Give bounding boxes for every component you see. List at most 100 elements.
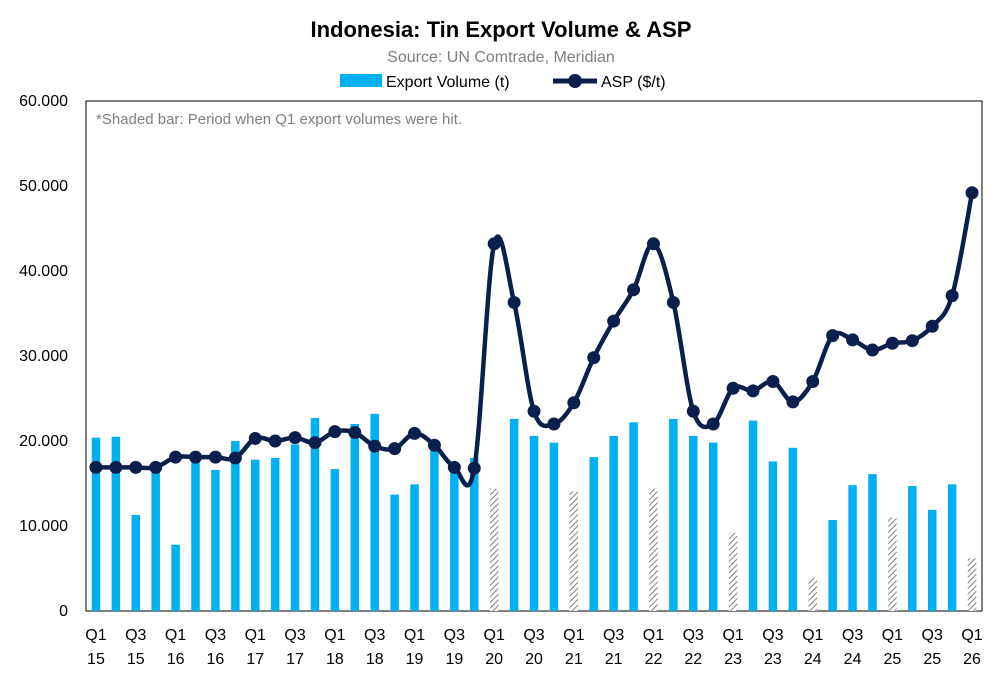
- y-tick-label: 60.000: [19, 93, 68, 110]
- x-tick-quarter: Q1: [722, 627, 743, 644]
- legend-bar-label: Export Volume (t): [386, 74, 510, 91]
- bar: [689, 435, 698, 611]
- asp-point: [328, 425, 342, 439]
- x-tick-year: 18: [366, 651, 384, 668]
- asp-point: [288, 431, 302, 445]
- bar: [270, 458, 280, 611]
- bar: [529, 435, 539, 611]
- y-tick-label: 10.000: [19, 518, 68, 535]
- bar: [509, 418, 519, 611]
- bar: [330, 469, 340, 611]
- bar: [231, 441, 240, 611]
- x-tick-year: 21: [605, 651, 623, 668]
- bar: [91, 437, 101, 611]
- asp-point: [149, 460, 163, 474]
- bar-shaded: [808, 577, 818, 611]
- bar: [350, 424, 360, 611]
- asp-point: [208, 450, 222, 464]
- bar: [470, 458, 479, 611]
- x-axis: Q1 15 Q3 15 Q1 16 Q3 16 Q1 17 Q3 17 Q1 18 Q3 18 Q1 19 Q3 19…: [85, 627, 983, 668]
- asp-point: [507, 295, 521, 309]
- chart-annotation: *Shaded bar: Period when Q1 export volum…: [96, 111, 462, 128]
- x-tick-quarter: Q1: [563, 627, 584, 644]
- y-tick-label: 0: [59, 603, 68, 620]
- bar: [171, 544, 180, 611]
- legend: Export Volume (t) ASP ($/t): [340, 74, 666, 91]
- asp-point: [945, 289, 959, 303]
- bar: [927, 509, 937, 611]
- bar: [669, 418, 678, 611]
- bar: [250, 459, 260, 611]
- bar: [310, 418, 320, 611]
- x-tick-year: 17: [246, 651, 264, 668]
- x-tick-year: 16: [167, 651, 185, 668]
- asp-point: [706, 417, 720, 431]
- x-tick-year: 25: [884, 651, 902, 668]
- legend-line-label: ASP ($/t): [601, 74, 666, 91]
- bar-shaded: [967, 558, 977, 611]
- bar: [430, 446, 439, 611]
- asp-point: [666, 295, 680, 309]
- x-tick-quarter: Q3: [444, 627, 465, 644]
- x-tick-year: 24: [804, 651, 822, 668]
- x-tick-year: 15: [127, 651, 145, 668]
- x-tick-quarter: Q1: [324, 627, 345, 644]
- bar: [191, 458, 200, 611]
- bar: [828, 520, 837, 611]
- y-axis: 0 10.000 20.000 30.000 40.000 50.000 60.000: [19, 93, 68, 620]
- x-tick-quarter: Q1: [404, 627, 425, 644]
- x-tick-quarter: Q1: [165, 627, 186, 644]
- bar: [131, 514, 141, 611]
- bar: [450, 468, 459, 611]
- x-tick-year: 20: [525, 651, 543, 668]
- asp-point: [826, 329, 840, 343]
- asp-point: [248, 431, 262, 445]
- asp-point: [308, 436, 322, 450]
- asp-point: [786, 395, 800, 409]
- chart-title: Indonesia: Tin Export Volume & ASP: [311, 17, 692, 42]
- asp-point: [368, 439, 382, 453]
- bar: [748, 420, 758, 611]
- y-tick-label: 30.000: [19, 348, 68, 365]
- asp-point: [189, 450, 203, 464]
- bar-shaded: [649, 488, 658, 611]
- asp-point: [547, 417, 561, 431]
- bar: [848, 485, 857, 611]
- x-tick-quarter: Q3: [205, 627, 226, 644]
- bar: [868, 474, 877, 611]
- x-tick-year: 20: [485, 651, 503, 668]
- asp-point: [646, 237, 660, 251]
- bar: [290, 444, 300, 611]
- x-tick-quarter: Q3: [364, 627, 385, 644]
- x-tick-year: 19: [406, 651, 424, 668]
- x-tick-quarter: Q3: [842, 627, 863, 644]
- asp-point: [746, 384, 760, 398]
- asp-point: [885, 336, 899, 350]
- x-tick-quarter: Q3: [284, 627, 305, 644]
- bar: [609, 435, 618, 611]
- bar: [549, 442, 559, 611]
- x-tick-year: 16: [207, 651, 225, 668]
- asp-point: [527, 404, 541, 418]
- bar-shaded: [888, 517, 897, 611]
- x-tick-year: 18: [326, 651, 344, 668]
- x-tick-quarter: Q3: [922, 627, 943, 644]
- x-tick-year: 22: [684, 651, 702, 668]
- x-tick-quarter: Q3: [762, 627, 783, 644]
- x-tick-year: 17: [286, 651, 304, 668]
- bar: [768, 461, 778, 611]
- x-tick-year: 26: [963, 651, 981, 668]
- chart-subtitle: Source: UN Comtrade, Meridian: [387, 49, 615, 66]
- asp-point: [268, 434, 282, 448]
- bar: [151, 469, 160, 611]
- x-tick-year: 19: [445, 651, 463, 668]
- x-tick-year: 15: [87, 651, 105, 668]
- asp-point: [905, 334, 919, 348]
- asp-point: [965, 186, 979, 200]
- x-tick-quarter: Q3: [125, 627, 146, 644]
- x-tick-year: 21: [565, 651, 583, 668]
- asp-point: [427, 438, 441, 452]
- y-tick-label: 50.000: [19, 178, 68, 195]
- asp-point: [109, 460, 123, 474]
